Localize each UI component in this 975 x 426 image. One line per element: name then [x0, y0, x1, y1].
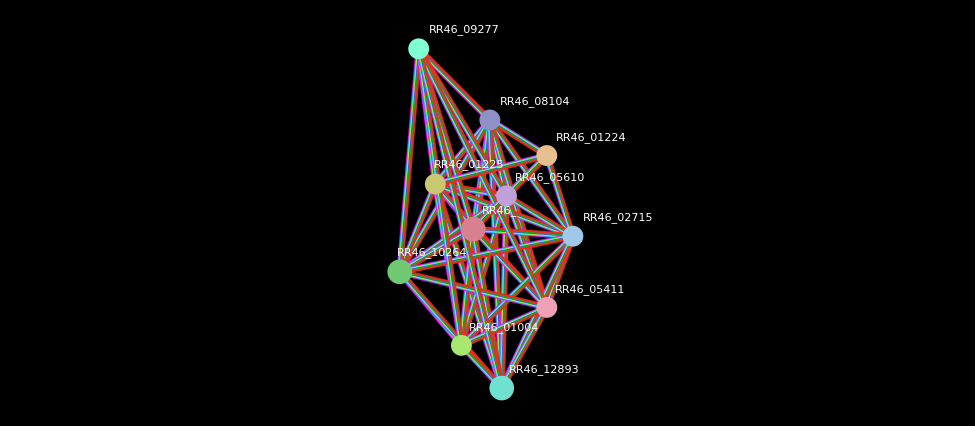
- Text: RR46_01224: RR46_01224: [557, 132, 627, 143]
- Circle shape: [563, 226, 583, 247]
- Circle shape: [496, 186, 517, 207]
- Circle shape: [536, 146, 558, 167]
- Text: RR46_09277: RR46_09277: [429, 24, 500, 35]
- Text: RR46_12893: RR46_12893: [509, 363, 580, 374]
- Text: RR46_01225: RR46_01225: [434, 158, 505, 170]
- Circle shape: [425, 174, 446, 195]
- Text: RR46_05411: RR46_05411: [556, 284, 626, 294]
- Circle shape: [387, 260, 412, 285]
- Text: RR46_: RR46_: [482, 204, 517, 216]
- Text: RR46_08104: RR46_08104: [500, 96, 570, 106]
- Text: RR46_10264: RR46_10264: [398, 246, 468, 257]
- Circle shape: [480, 110, 500, 131]
- Circle shape: [451, 335, 472, 356]
- Circle shape: [461, 217, 486, 242]
- Circle shape: [489, 376, 514, 400]
- Text: RR46_02715: RR46_02715: [582, 212, 653, 222]
- Text: RR46_05610: RR46_05610: [515, 171, 585, 182]
- Circle shape: [409, 39, 429, 60]
- Text: RR46_01004: RR46_01004: [469, 322, 539, 332]
- Circle shape: [536, 297, 558, 318]
